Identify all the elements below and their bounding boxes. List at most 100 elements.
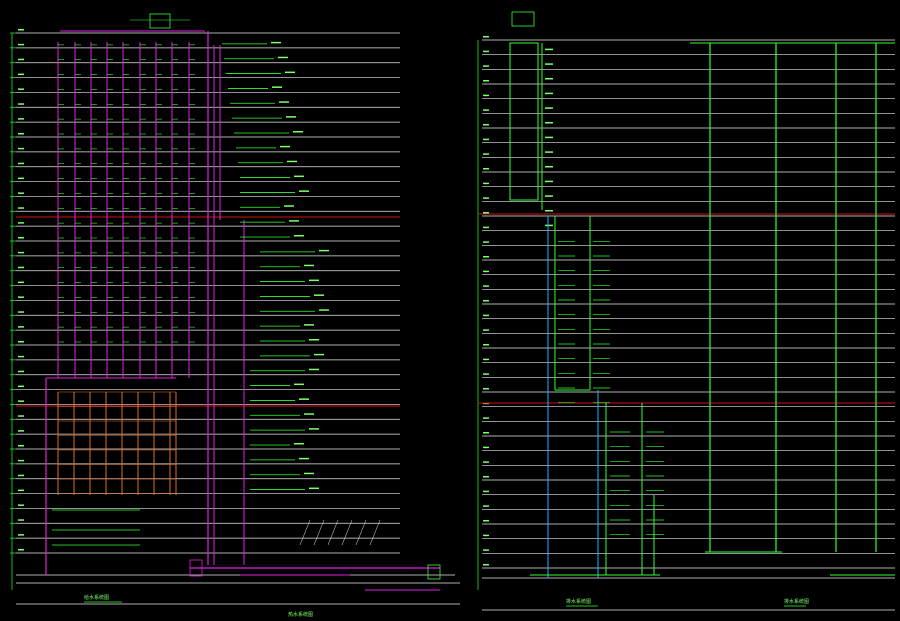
level-label-right xyxy=(483,446,489,449)
upper-label xyxy=(545,92,553,95)
level-label-right xyxy=(483,329,489,331)
branch-label xyxy=(309,487,319,490)
level-label-right xyxy=(483,94,489,97)
upper-label xyxy=(545,151,553,153)
right-caption: 排水系统图 xyxy=(566,599,592,605)
level-label-left xyxy=(18,147,24,150)
level-label-right xyxy=(483,285,489,287)
branch-label xyxy=(319,309,329,311)
level-label-right xyxy=(483,373,489,375)
upper-zone-loop xyxy=(509,42,539,201)
level-label-right xyxy=(483,138,489,141)
level-label-right xyxy=(483,388,489,390)
level-label-right xyxy=(483,461,489,463)
branch-label xyxy=(294,175,304,178)
branch-label xyxy=(294,235,304,237)
upper-label xyxy=(545,224,553,227)
level-label-left xyxy=(18,459,24,462)
left-caption: 给水系统图 xyxy=(84,595,110,601)
level-label-left xyxy=(18,355,24,358)
level-label-left xyxy=(18,519,24,521)
branch-label xyxy=(286,116,296,118)
level-label-left xyxy=(18,118,24,120)
level-label-right xyxy=(483,197,489,199)
level-label-right xyxy=(483,490,489,493)
level-label-left xyxy=(18,534,24,536)
level-label-left xyxy=(18,88,24,90)
level-label-right xyxy=(483,534,489,537)
branch-label xyxy=(280,145,290,148)
branch-label xyxy=(304,472,314,475)
upper-label xyxy=(545,166,553,168)
upper-label xyxy=(545,48,553,51)
level-label-left xyxy=(18,58,24,61)
branch-label xyxy=(284,205,294,207)
level-label-left xyxy=(18,266,24,269)
branch-label xyxy=(294,383,304,386)
level-label-right xyxy=(483,212,489,214)
level-label-left xyxy=(18,370,24,373)
level-label-left xyxy=(18,192,24,194)
level-label-left xyxy=(18,445,24,447)
level-label-left xyxy=(18,489,24,492)
level-label-right xyxy=(483,432,489,434)
level-label-right xyxy=(483,344,489,346)
branch-label xyxy=(271,41,281,44)
branch-label xyxy=(309,279,319,282)
roof-tank-right xyxy=(511,11,535,27)
upper-label xyxy=(545,63,553,65)
branch-label xyxy=(272,86,282,88)
branch-label xyxy=(299,398,309,400)
upper-label xyxy=(545,136,553,139)
level-label-left xyxy=(18,222,24,224)
level-label-right xyxy=(483,417,489,419)
diagonal-branch xyxy=(355,519,367,546)
branch-label xyxy=(314,294,324,296)
branch-label xyxy=(285,71,295,74)
level-label-right xyxy=(483,36,489,38)
level-label-right xyxy=(483,300,489,302)
diagonal-branch xyxy=(299,519,311,546)
level-label-left xyxy=(18,251,24,254)
level-label-left xyxy=(18,326,24,328)
level-label-right xyxy=(483,50,489,53)
branch-label xyxy=(309,368,319,371)
level-label-left xyxy=(18,237,24,239)
upper-label xyxy=(545,122,553,124)
roof-tank xyxy=(149,13,171,29)
level-label-right xyxy=(483,476,489,478)
level-label-right xyxy=(483,226,489,229)
branch-label xyxy=(278,56,288,59)
branch-label xyxy=(309,339,319,341)
level-label-left xyxy=(18,207,24,209)
branch-label xyxy=(304,413,314,415)
level-label-right xyxy=(483,168,489,170)
level-label-right xyxy=(483,270,489,273)
level-label-right xyxy=(483,80,489,82)
upper-label xyxy=(545,180,553,183)
branch-label xyxy=(289,220,299,222)
level-label-right xyxy=(483,256,489,258)
level-label-right xyxy=(483,358,489,361)
level-label-right xyxy=(483,153,489,155)
level-label-left xyxy=(18,296,24,298)
branch-label xyxy=(287,160,297,163)
level-label-left xyxy=(18,177,24,180)
level-label-right xyxy=(483,65,489,67)
upper-label xyxy=(545,195,553,197)
upper-label xyxy=(545,210,553,212)
upper-label xyxy=(545,107,553,109)
level-label-left xyxy=(18,311,24,313)
level-label-left xyxy=(18,133,24,135)
mid-caption: 热水系统图 xyxy=(288,612,314,618)
level-label-left xyxy=(18,474,24,477)
level-label-left xyxy=(18,549,24,551)
tank-box xyxy=(427,564,441,580)
level-label-right xyxy=(483,505,489,507)
level-label-left xyxy=(18,430,24,432)
diagonal-branch xyxy=(369,519,381,546)
branch-label xyxy=(304,324,314,326)
diagonal-branch xyxy=(327,519,339,546)
level-label-right xyxy=(483,124,489,126)
